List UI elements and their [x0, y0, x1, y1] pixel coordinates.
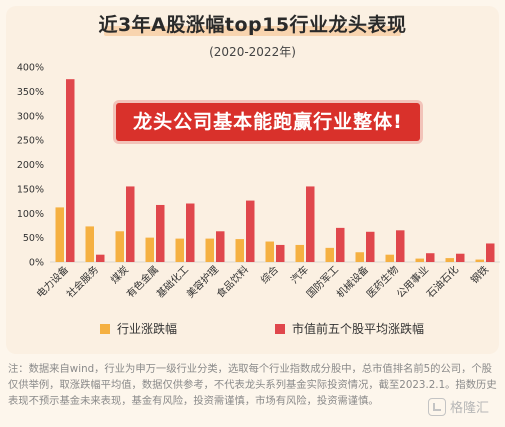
x-tick-label: 煤炭	[108, 263, 131, 286]
annotation-banner: 龙头公司基本能跑赢行业整体!	[116, 103, 420, 141]
bar-industry	[205, 238, 214, 262]
footnote: 注：数据来自wind，行业为申万一级行业分类，选取每个行业指数成分股中，总市值排…	[8, 363, 497, 407]
chart-subtitle: (2020-2022年)	[209, 45, 296, 59]
bar-top5	[66, 79, 75, 262]
x-tick-label: 综合	[258, 263, 281, 286]
bar-top5	[366, 231, 375, 262]
legend-swatch-top5	[275, 323, 285, 334]
bar-top5	[336, 227, 345, 262]
bar-industry	[325, 247, 334, 262]
watermark-text: 格隆汇	[450, 401, 490, 416]
y-tick-label: 100%	[17, 209, 44, 220]
x-tick-label: 社会服务	[64, 263, 101, 300]
bar-industry	[385, 254, 394, 262]
y-tick-label: 200%	[17, 160, 44, 171]
legend-item-top5: 市值前五个股平均涨跌幅	[275, 320, 424, 337]
x-tick-label: 有色金属	[124, 263, 161, 300]
y-tick-label: 150%	[17, 184, 44, 195]
bar-top5	[126, 186, 135, 262]
bar-industry	[55, 207, 64, 262]
watermark: 格隆汇	[428, 397, 489, 416]
legend-item-industry: 行业涨跌幅	[100, 320, 177, 337]
bar-industry	[475, 259, 484, 262]
bar-industry	[235, 239, 244, 262]
bar-top5	[396, 230, 405, 262]
x-tick-label: 基础化工	[154, 263, 191, 300]
x-tick-label: 汽车	[288, 263, 311, 286]
x-tick-label: 医药生物	[364, 263, 401, 300]
chart-title: 近3年A股涨幅top15行业龙头表现	[98, 14, 407, 36]
bar-industry	[295, 244, 304, 262]
bar-top5	[186, 203, 195, 262]
bar-industry	[265, 241, 274, 262]
watermark-logo-icon	[428, 397, 446, 416]
y-tick-label: 300%	[17, 111, 44, 122]
y-tick-label: 0%	[29, 258, 44, 269]
legend-label-industry: 行业涨跌幅	[117, 322, 178, 336]
x-tick-label: 国防军工	[304, 263, 341, 300]
bar-top5	[96, 254, 105, 262]
y-tick-label: 50%	[23, 233, 44, 244]
bar-industry	[115, 231, 124, 262]
bar-industry	[175, 238, 184, 262]
bar-top5	[156, 204, 165, 262]
bar-top5	[456, 253, 465, 262]
x-tick-label: 机械设备	[334, 263, 371, 300]
x-tick-label: 美容护理	[184, 263, 221, 300]
x-tick-label: 食品饮料	[214, 263, 251, 300]
bar-top5	[246, 200, 255, 262]
y-tick-label: 250%	[17, 136, 44, 147]
bar-top5	[426, 253, 435, 262]
title-highlight	[104, 26, 401, 36]
bar-industry	[85, 226, 94, 262]
bar-top5	[486, 243, 495, 262]
bar-industry	[415, 258, 424, 262]
bar-industry	[145, 237, 154, 262]
legend-swatch-industry	[100, 323, 110, 334]
legend-label-top5: 市值前五个股平均涨跌幅	[292, 322, 425, 336]
bar-top5	[216, 231, 225, 262]
bar-industry	[445, 258, 454, 262]
x-tick-label: 石油石化	[424, 263, 461, 300]
chart-frame	[6, 6, 499, 354]
bar-top5	[306, 186, 315, 262]
bar-top5	[276, 244, 285, 262]
x-tick-label: 公用事业	[394, 263, 431, 300]
y-tick-label: 350%	[17, 87, 44, 98]
y-tick-label: 400%	[17, 63, 44, 74]
x-tick-label: 钢铁	[468, 263, 491, 286]
x-tick-label: 电力设备	[34, 263, 71, 300]
bar-industry	[355, 252, 364, 262]
